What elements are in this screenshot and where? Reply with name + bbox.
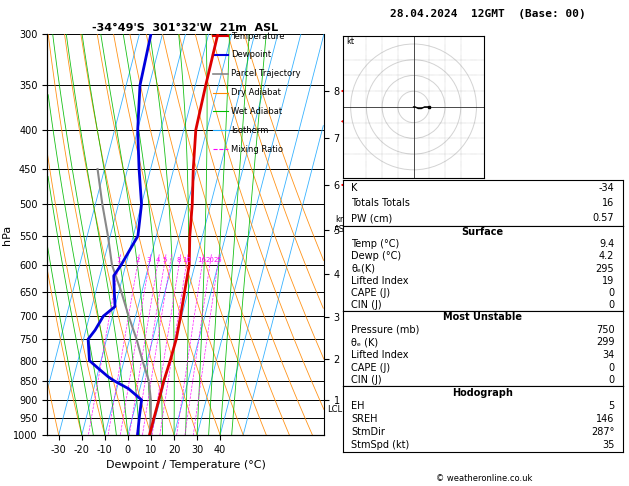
- Text: Pressure (mb): Pressure (mb): [351, 325, 420, 335]
- Text: 2: 2: [135, 257, 140, 263]
- Y-axis label: km
ASL: km ASL: [333, 215, 349, 235]
- Text: SREH: SREH: [351, 414, 377, 424]
- Text: kt: kt: [346, 37, 354, 46]
- Text: 299: 299: [596, 337, 615, 347]
- Text: 3: 3: [147, 257, 151, 263]
- Text: 0: 0: [608, 363, 615, 373]
- Text: 287°: 287°: [591, 427, 615, 437]
- Text: 16: 16: [602, 198, 615, 208]
- Text: Parcel Trajectory: Parcel Trajectory: [231, 69, 301, 78]
- Text: 5: 5: [162, 257, 167, 263]
- Text: Surface: Surface: [462, 227, 504, 237]
- Text: K: K: [351, 183, 357, 192]
- Text: 4.2: 4.2: [599, 251, 615, 261]
- Text: Mixing Ratio: Mixing Ratio: [231, 145, 283, 154]
- Text: CAPE (J): CAPE (J): [351, 363, 391, 373]
- Text: StmSpd (kt): StmSpd (kt): [351, 440, 409, 451]
- Text: Temp (°C): Temp (°C): [351, 239, 399, 249]
- Text: θₑ (K): θₑ (K): [351, 337, 378, 347]
- Text: 19: 19: [602, 276, 615, 286]
- Text: 0.57: 0.57: [593, 213, 615, 223]
- Text: Dewp (°C): Dewp (°C): [351, 251, 401, 261]
- Text: 750: 750: [596, 325, 615, 335]
- Text: 0: 0: [608, 300, 615, 310]
- Text: 9.4: 9.4: [599, 239, 615, 249]
- Text: Most Unstable: Most Unstable: [443, 312, 522, 322]
- Text: 25: 25: [213, 257, 222, 263]
- Text: 146: 146: [596, 414, 615, 424]
- Text: Hodograph: Hodograph: [452, 388, 513, 398]
- Text: Lifted Index: Lifted Index: [351, 350, 409, 360]
- Text: PW (cm): PW (cm): [351, 213, 392, 223]
- Text: 10: 10: [182, 257, 191, 263]
- X-axis label: Dewpoint / Temperature (°C): Dewpoint / Temperature (°C): [106, 460, 265, 470]
- Text: StmDir: StmDir: [351, 427, 385, 437]
- Text: LCL: LCL: [326, 404, 342, 414]
- Text: CIN (J): CIN (J): [351, 300, 382, 310]
- Text: 4: 4: [155, 257, 160, 263]
- Y-axis label: hPa: hPa: [1, 225, 11, 244]
- Text: Temperature: Temperature: [231, 32, 285, 40]
- Text: Lifted Index: Lifted Index: [351, 276, 409, 286]
- Text: Isotherm: Isotherm: [231, 126, 269, 135]
- Text: 16: 16: [198, 257, 206, 263]
- Text: 295: 295: [596, 263, 615, 274]
- Text: Wet Adiabat: Wet Adiabat: [231, 107, 282, 116]
- Text: 1: 1: [116, 257, 121, 263]
- Text: 35: 35: [602, 440, 615, 451]
- Text: EH: EH: [351, 401, 365, 411]
- Text: © weatheronline.co.uk: © weatheronline.co.uk: [436, 474, 533, 483]
- Text: 0: 0: [608, 288, 615, 298]
- Text: Totals Totals: Totals Totals: [351, 198, 410, 208]
- Text: 20: 20: [206, 257, 214, 263]
- Text: CIN (J): CIN (J): [351, 375, 382, 385]
- Text: θₑ(K): θₑ(K): [351, 263, 376, 274]
- Text: 28.04.2024  12GMT  (Base: 00): 28.04.2024 12GMT (Base: 00): [389, 9, 586, 19]
- Text: -34: -34: [599, 183, 615, 192]
- Text: CAPE (J): CAPE (J): [351, 288, 391, 298]
- Text: Dewpoint: Dewpoint: [231, 51, 271, 59]
- Text: 8: 8: [177, 257, 181, 263]
- Text: 0: 0: [608, 375, 615, 385]
- Title: -34°49'S  301°32'W  21m  ASL: -34°49'S 301°32'W 21m ASL: [92, 23, 279, 33]
- Text: 5: 5: [608, 401, 615, 411]
- Text: Dry Adiabat: Dry Adiabat: [231, 88, 281, 97]
- Text: 34: 34: [602, 350, 615, 360]
